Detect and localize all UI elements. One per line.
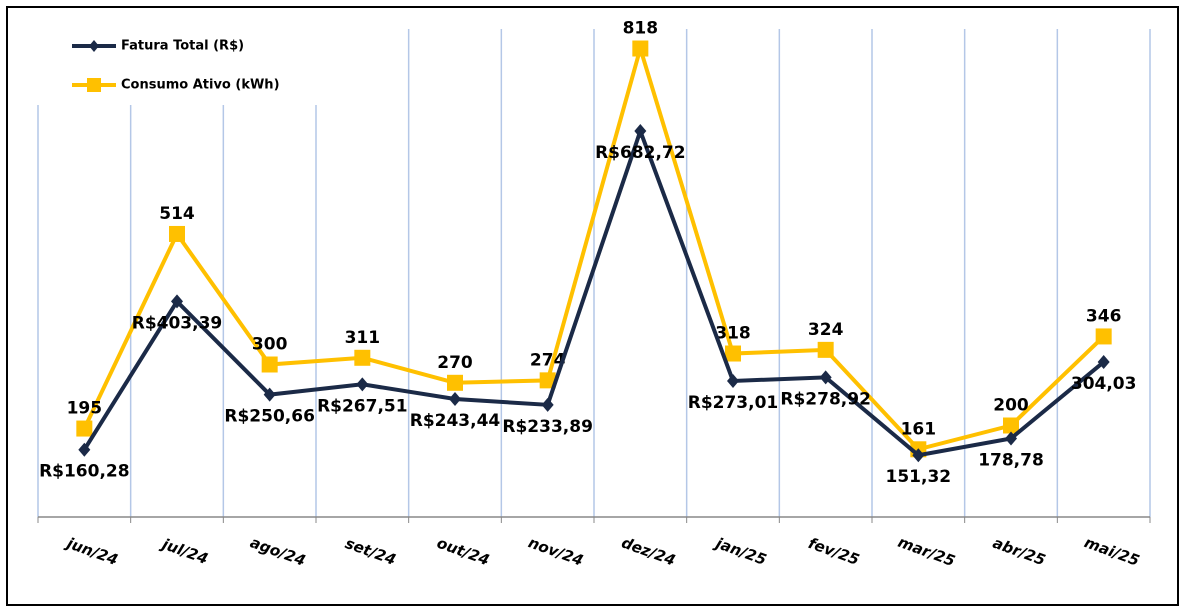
marker: [817, 341, 834, 358]
series-line: [82, 125, 1105, 458]
marker: [727, 373, 739, 388]
legend-label: Consumo Ativo (kWh): [121, 78, 280, 93]
data-label: R$233,89: [502, 417, 593, 437]
marker: [171, 294, 183, 309]
data-label: 161: [901, 419, 937, 439]
data-label: 274: [530, 350, 566, 370]
marker: [634, 124, 647, 139]
data-label: R$682,72: [595, 143, 686, 163]
x-tick-label: fev/25: [806, 534, 862, 569]
marker: [632, 40, 649, 57]
marker: [539, 372, 556, 389]
x-tick-label: abr/25: [990, 534, 1047, 570]
marker: [354, 349, 371, 366]
data-label: R$250,66: [224, 407, 315, 427]
marker: [261, 356, 278, 373]
data-label: R$403,39: [132, 313, 223, 333]
x-tick-label: out/24: [434, 534, 491, 570]
data-label: R$243,44: [410, 411, 501, 431]
data-label: R$278,92: [780, 389, 871, 409]
x-tick-label: dez/24: [619, 533, 678, 569]
data-label: R$267,51: [317, 396, 408, 416]
x-tick-label: ago/24: [248, 533, 308, 570]
data-label: 178,78: [978, 450, 1044, 470]
marker: [78, 442, 91, 457]
data-label: 195: [67, 399, 103, 419]
x-tick-label: mai/25: [1082, 533, 1142, 569]
data-label: 514: [159, 204, 195, 224]
data-label: 200: [993, 396, 1029, 416]
data-label: 818: [623, 19, 659, 39]
x-tick-label: jun/24: [63, 533, 121, 569]
marker: [169, 225, 185, 242]
marker: [1097, 355, 1110, 370]
series-line: [82, 41, 1106, 452]
data-label: 151,32: [886, 467, 952, 487]
data-label: 304,03: [1071, 374, 1137, 394]
chart-border: [6, 6, 1179, 606]
legend-marker: [89, 40, 99, 52]
x-tick-label: jul/24: [158, 534, 211, 568]
marker: [541, 397, 554, 412]
x-tick-label: nov/24: [526, 533, 586, 569]
marker: [447, 374, 463, 391]
legend-label: Fatura Total (R$): [121, 39, 244, 54]
data-label: 270: [437, 353, 473, 373]
x-tick-label: mar/25: [895, 533, 957, 570]
marker: [356, 377, 369, 392]
x-tick-label: set/24: [343, 534, 399, 569]
legend-marker: [87, 78, 101, 92]
data-label: R$273,01: [688, 393, 779, 413]
data-label: 346: [1086, 306, 1122, 326]
data-label: 311: [345, 328, 381, 348]
marker: [449, 392, 461, 407]
data-label: 300: [252, 335, 288, 355]
x-tick-label: jan/25: [712, 533, 769, 568]
data-label: 324: [808, 320, 844, 340]
marker: [1095, 328, 1112, 345]
marker: [76, 420, 93, 437]
marker: [725, 345, 741, 362]
data-label: 318: [715, 324, 751, 344]
marker: [1005, 431, 1017, 446]
data-label: R$160,28: [39, 462, 130, 482]
marker: [912, 448, 925, 463]
marker: [819, 370, 832, 385]
marker: [263, 387, 276, 402]
marker: [1003, 417, 1019, 434]
